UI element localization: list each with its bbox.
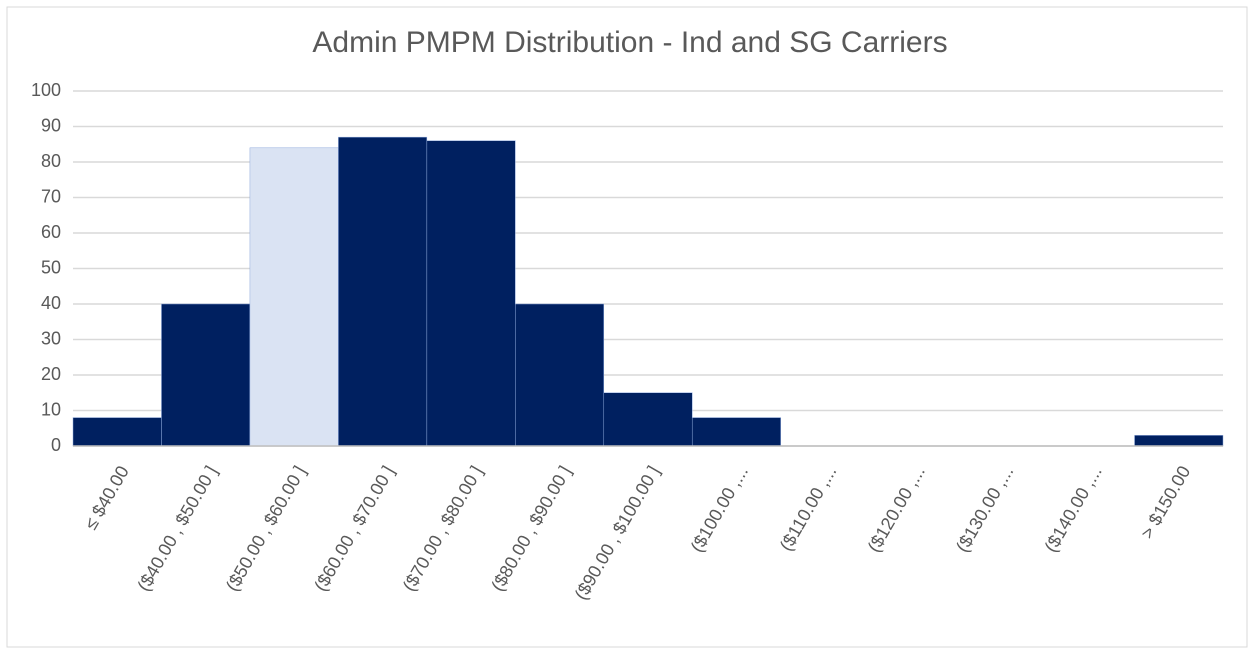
bar	[691, 417, 781, 447]
bar	[249, 147, 339, 447]
bar	[72, 417, 162, 447]
bar	[426, 140, 516, 447]
y-tick-label: 30	[41, 328, 61, 348]
y-tick-label: 70	[41, 186, 61, 206]
y-tick-label: 100	[31, 80, 61, 100]
bar	[1134, 435, 1224, 447]
bar	[515, 303, 605, 447]
y-tick-label: 60	[41, 222, 61, 242]
bar	[161, 303, 251, 447]
y-tick-label: 50	[41, 257, 61, 277]
y-tick-label: 90	[41, 115, 61, 135]
y-tick-label: 20	[41, 364, 61, 384]
y-tick-label: 10	[41, 399, 61, 419]
y-tick-label: 40	[41, 293, 61, 313]
y-tick-label: 0	[51, 435, 61, 455]
y-tick-label: 80	[41, 151, 61, 171]
chart-title: Admin PMPM Distribution - Ind and SG Car…	[312, 26, 947, 59]
bar	[603, 392, 693, 447]
bar	[338, 136, 428, 447]
